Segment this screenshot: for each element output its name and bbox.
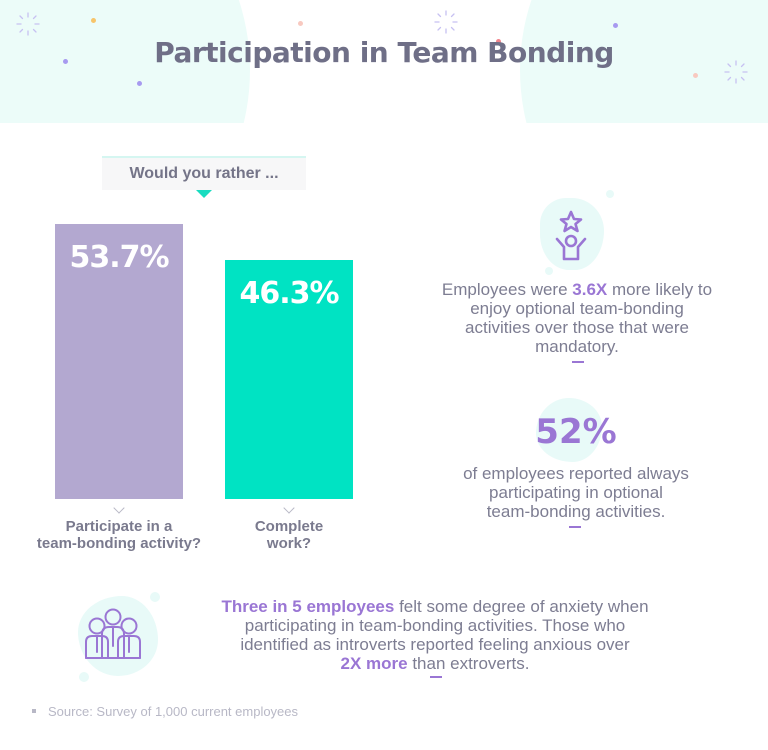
- stat-line: of employees reported always: [463, 464, 689, 483]
- bar-value-label: 53.7%: [69, 240, 169, 275]
- stat-anxiety-text: Three in 5 employees felt some degree of…: [160, 597, 710, 673]
- star-person-icon: [555, 210, 587, 261]
- stat-always-text: of employees reported always participati…: [420, 464, 732, 521]
- page-title: Participation in Team Bonding: [154, 36, 614, 69]
- stat-line: 2X more than extroverts.: [160, 654, 710, 673]
- stat-line: identified as introverts reported feelin…: [240, 635, 630, 654]
- confetti-dot: [137, 81, 142, 86]
- sparkle-icon: [724, 60, 748, 84]
- stat-line: team-bonding activities.: [486, 502, 666, 521]
- bar-complete-work: 46.3%: [225, 260, 353, 499]
- bullet-icon: [32, 709, 36, 713]
- confetti-dot: [496, 39, 501, 44]
- question-label: Would you rather ...: [102, 156, 306, 190]
- chevron-down-icon: [283, 502, 295, 514]
- pointer-triangle-icon: [196, 190, 212, 198]
- stat-line: Employees were 3.6X more likely to: [412, 280, 742, 299]
- decorative-dot: [606, 190, 614, 198]
- confetti-dot: [693, 73, 698, 78]
- team-group-icon: [85, 608, 141, 659]
- source-note: Source: Survey of 1,000 current employee…: [48, 704, 299, 719]
- divider-dash: [430, 676, 442, 678]
- label-line: work?: [266, 535, 312, 552]
- divider-dash: [572, 361, 584, 363]
- bar-participate: 53.7%: [55, 224, 183, 499]
- stat-enjoy-text: Employees were 3.6X more likely to enjoy…: [412, 280, 742, 356]
- stat-text-span: Employees were: [441, 280, 573, 299]
- sparkle-icon: [434, 10, 458, 34]
- decorative-dot: [545, 267, 553, 275]
- decorative-blob-right: [520, 0, 768, 123]
- stat-highlight: 3.6X: [572, 280, 608, 299]
- label-line: Complete: [254, 518, 324, 535]
- stat-text-span: than extroverts.: [407, 654, 530, 673]
- stat-line: participating in team-bonding activities…: [244, 616, 626, 635]
- chevron-down-icon: [113, 502, 125, 514]
- stat-line: participating in optional: [489, 483, 663, 502]
- bar-value-label: 46.3%: [239, 276, 339, 311]
- stat-line: mandatory.: [535, 337, 619, 356]
- label-line: team-bonding activity?: [36, 535, 202, 552]
- divider-dash: [569, 526, 581, 528]
- sparkle-icon: [16, 12, 40, 36]
- confetti-dot: [63, 59, 68, 64]
- confetti-dot: [91, 18, 96, 23]
- confetti-dot: [613, 23, 618, 28]
- confetti-dot: [298, 21, 303, 26]
- label-line: Participate in a: [65, 518, 173, 535]
- decorative-dot: [79, 672, 89, 682]
- decorative-blob-left: [0, 0, 250, 123]
- stat-backdrop: [536, 398, 602, 462]
- decorative-dot: [150, 592, 160, 602]
- stat-line: Three in 5 employees felt some degree of…: [160, 597, 710, 616]
- stat-text-span: more likely to: [607, 280, 713, 299]
- stat-text-span: felt some degree of anxiety when: [394, 597, 649, 616]
- stat-line: enjoy optional team-bonding: [470, 299, 684, 318]
- header-banner: Participation in Team Bonding: [0, 0, 768, 123]
- bar-category-label: Complete work?: [214, 518, 364, 552]
- stat-highlight: Three in 5 employees: [221, 597, 395, 616]
- stat-highlight: 2X more: [340, 654, 408, 673]
- stat-line: activities over those that were: [465, 318, 689, 337]
- stat-big-value: 52%: [535, 412, 617, 452]
- bar-category-label: Participate in a team-bonding activity?: [24, 518, 214, 552]
